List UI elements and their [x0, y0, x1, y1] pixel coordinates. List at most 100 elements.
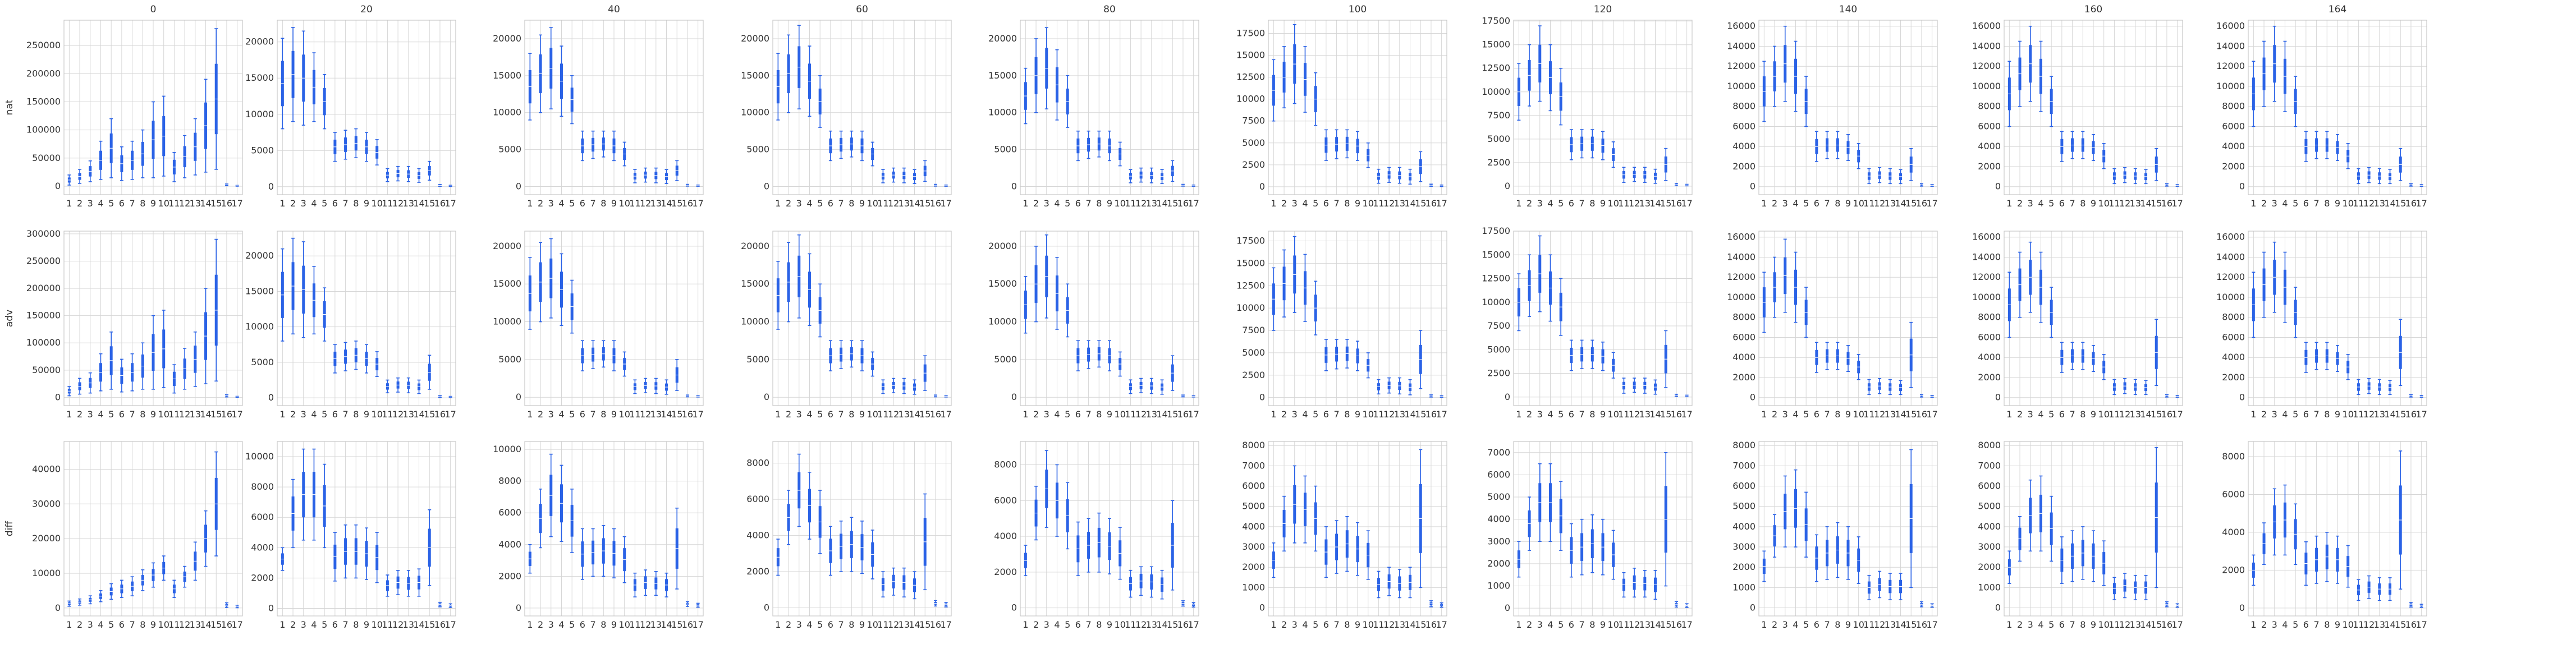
axes-frame [1513, 441, 1693, 617]
x-tick-label: 6 [2303, 619, 2309, 630]
y-tick-label: 2000 [2222, 161, 2245, 172]
x-tick-label: 7 [590, 198, 595, 209]
y-tick-label: 8000 [1978, 312, 2001, 323]
y-tick-label: 6000 [1732, 121, 1755, 131]
y-tick-label: 5000 [994, 144, 1017, 155]
y-tick-label: 15000 [245, 286, 274, 296]
x-tick-label: 1 [1023, 409, 1028, 420]
y-tick-label: 5000 [746, 144, 769, 155]
y-tick-label: 0 [1750, 181, 1755, 192]
x-tick-label: 12 [640, 409, 651, 420]
y-tick-label: 15000 [1482, 249, 1510, 260]
y-tick-label: 10000 [1727, 292, 1755, 302]
x-tick-label: 9 [1600, 409, 1606, 420]
y-tick-label: 16000 [1727, 21, 1755, 31]
x-tick-label: 11 [629, 409, 640, 420]
x-tick-label: 7 [2313, 198, 2319, 209]
x-tick-label: 16 [1425, 409, 1437, 420]
x-tick-label: 15 [210, 198, 222, 209]
x-tick-label: 16 [1916, 619, 1927, 630]
y-tick-label: 0 [1011, 181, 1017, 192]
x-tick-label: 7 [342, 198, 348, 209]
y-tick-label: 12500 [1236, 280, 1265, 291]
x-tick-label: 3 [1782, 198, 1788, 209]
x-tick-label: 8 [1096, 198, 1102, 209]
x-tick-label: 16 [930, 198, 941, 209]
x-tick-label: 17 [1188, 619, 1199, 630]
x-tick-label: 10 [619, 409, 630, 420]
y-tick-label: 4000 [1978, 521, 2001, 532]
x-tick-label: 16 [1425, 619, 1437, 630]
y-tick-label: 8000 [2222, 312, 2245, 323]
x-tick-label: 11 [1125, 409, 1136, 420]
x-tick-label: 12 [1874, 619, 1885, 630]
x-tick-label: 13 [1885, 409, 1896, 420]
x-tick-label: 2 [77, 198, 82, 209]
x-tick-label: 10 [2343, 409, 2354, 420]
x-tick-label: 5 [817, 619, 823, 630]
x-tick-label: 8 [1344, 409, 1350, 420]
y-tick-label: 6000 [1242, 481, 1265, 491]
y-tick-label: 4000 [1487, 514, 1510, 525]
x-tick-label: 16 [1671, 619, 1682, 630]
x-tick-label: 5 [1065, 619, 1070, 630]
x-tick-label: 16 [2161, 619, 2172, 630]
y-tick-label: 14000 [1972, 251, 2001, 262]
x-tick-label: 16 [1916, 198, 1927, 209]
x-tick-label: 3 [2272, 198, 2277, 209]
x-tick-label: 17 [1926, 198, 1937, 209]
x-tick-label: 13 [1146, 198, 1157, 209]
x-tick-label: 4 [2282, 198, 2288, 209]
y-tick-label: 0 [2239, 392, 2245, 403]
x-tick-label: 4 [1054, 198, 1060, 209]
x-tick-label: 10 [2098, 409, 2110, 420]
x-tick-label: 8 [1835, 198, 1840, 209]
x-tick-label: 13 [650, 409, 662, 420]
x-tick-label: 15 [424, 409, 435, 420]
x-tick-label: 6 [1323, 409, 1329, 420]
x-tick-label: 4 [558, 409, 564, 420]
x-tick-label: 10 [2343, 198, 2354, 209]
x-tick-label: 3 [1782, 619, 1788, 630]
x-tick-label: 1 [1271, 198, 1276, 209]
x-tick-label: 15 [2151, 198, 2162, 209]
x-tick-label: 1 [1023, 619, 1028, 630]
x-tick-label: 10 [372, 409, 383, 420]
x-tick-label: 17 [940, 198, 951, 209]
x-tick-label: 9 [859, 198, 865, 209]
y-tick-label: 2000 [1978, 562, 2001, 572]
x-tick-label: 16 [2405, 619, 2417, 630]
y-tick-label: 12000 [2216, 272, 2245, 282]
x-tick-label: 8 [1096, 409, 1102, 420]
y-tick-label: 7000 [1487, 447, 1510, 458]
x-tick-label: 15 [1167, 409, 1178, 420]
y-tick-label: 1000 [1978, 582, 2001, 592]
x-tick-label: 15 [2395, 619, 2406, 630]
x-tick-label: 5 [2048, 409, 2054, 420]
y-tick-label: 14000 [1727, 251, 1755, 262]
y-tick-label: 100000 [26, 125, 61, 135]
x-tick-label: 15 [2395, 198, 2406, 209]
x-tick-label: 7 [2313, 409, 2319, 420]
x-tick-label: 10 [1853, 198, 1864, 209]
x-tick-label: 1 [2250, 409, 2256, 420]
x-tick-label: 1 [527, 409, 533, 420]
x-tick-label: 13 [2374, 619, 2385, 630]
x-tick-label: 15 [1415, 198, 1426, 209]
x-tick-label: 6 [828, 409, 833, 420]
x-tick-label: 13 [1885, 619, 1896, 630]
x-tick-label: 4 [1302, 409, 1308, 420]
x-tick-label: 12 [179, 409, 190, 420]
y-tick-label: 200000 [26, 68, 61, 79]
x-tick-label: 9 [150, 409, 156, 420]
y-tick-label: 8000 [1732, 101, 1755, 112]
y-tick-label: 6000 [2222, 121, 2245, 131]
x-tick-label: 12 [1874, 409, 1885, 420]
x-tick-label: 15 [2151, 619, 2162, 630]
